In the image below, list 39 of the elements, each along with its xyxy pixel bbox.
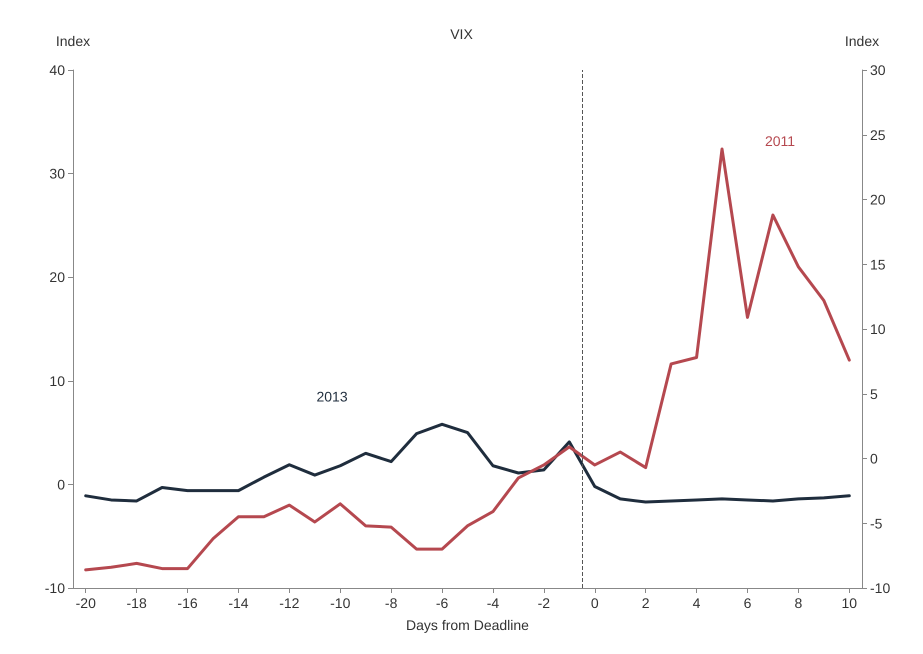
x-tick-label: -8 [384,595,398,611]
x-tick-label: 10 [841,595,858,611]
y-tick-label: 10 [49,372,66,389]
y-tick-label: 20 [49,269,66,286]
x-tick-label: -20 [76,595,96,611]
x-tick-label: -2 [538,595,550,611]
chart-title: VIX [450,26,474,42]
text: 2013 [316,388,348,404]
y2-tick-label: -10 [870,580,890,596]
x-tick-label: -12 [279,595,300,611]
y2-tick-label: 10 [870,321,886,337]
y2-tick-label: 0 [870,450,878,466]
y2-axis-title: Index [844,33,880,49]
x-tick-label: -18 [126,595,147,611]
x-tick-label: 4 [692,595,701,611]
y2-tick-label: 5 [870,386,878,402]
x-tick-label: -10 [330,595,351,611]
line-series [84,422,851,504]
y-axis-title: Index [56,33,90,49]
y2-tick-label: -5 [870,515,883,532]
line-series [84,147,851,572]
x-tick-label: -4 [486,595,500,611]
x-tick-label: 2 [642,595,650,611]
y2-tick-label: 30 [870,62,886,78]
x-tick-label: 0 [590,595,599,611]
y2-tick-label: 15 [870,256,886,272]
x-tick-label: -6 [436,595,448,611]
x-tick-label: -16 [177,595,198,611]
y-tick-label: 0 [57,476,66,492]
x-axis-title: Days from Deadline [406,617,530,633]
y-tick-label: -10 [44,580,66,596]
x-tick-label: -14 [228,595,249,611]
x-tick-label: 6 [744,595,752,611]
y-tick-label: 40 [49,62,66,78]
x-tick-label: 8 [794,595,802,611]
text: 2011 [764,132,796,149]
y2-tick-label: 20 [870,192,886,208]
y-tick-label: 30 [49,166,66,182]
y2-tick-label: 25 [870,126,886,143]
